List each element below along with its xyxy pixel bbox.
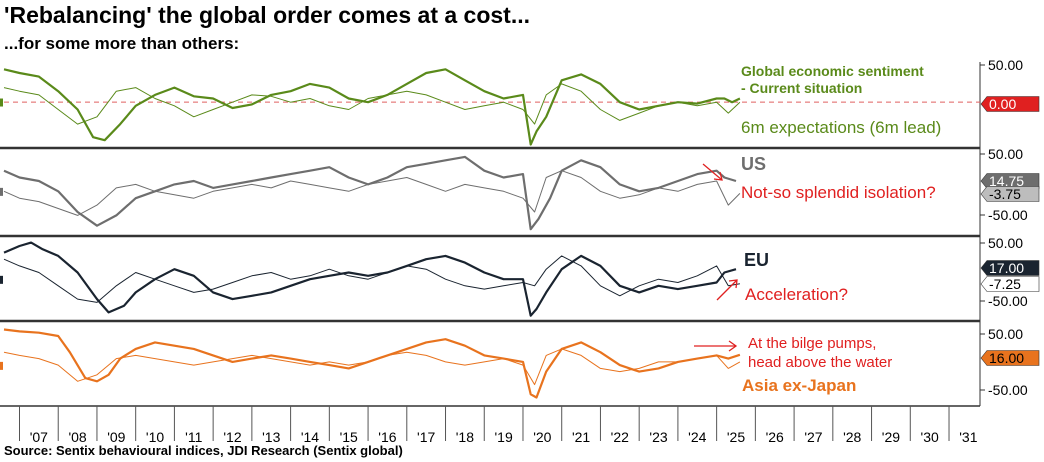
asia-annotation-arrowhead: [728, 340, 738, 352]
global-legend-expectations: 6m expectations (6m lead): [741, 118, 941, 137]
y-tick-label: 50.00: [988, 57, 1023, 73]
x-tick-label: '30: [921, 429, 939, 445]
y-tick-label: 50.00: [988, 146, 1023, 162]
chart-panels: 50.00 0.00 50.00 -50.00 14.75-3.75 50.00 -50.0…: [0, 57, 1040, 399]
chart-subtitle: ...for some more than others:: [4, 34, 240, 53]
x-tick-label: '15: [340, 429, 358, 445]
us-annotation-arrowhead: [713, 171, 723, 181]
y-tick-label: 50.00: [988, 235, 1023, 251]
value-box: [980, 186, 1040, 202]
x-tick-label: '16: [378, 429, 396, 445]
panel-accent-eu: [0, 275, 3, 284]
value-box-label: 17.00: [989, 260, 1024, 276]
eu-annotation: Acceleration?: [745, 285, 848, 304]
x-tick-label: '27: [804, 429, 822, 445]
y-tick-label: -50.00: [988, 293, 1028, 309]
x-tick-label: '12: [223, 429, 241, 445]
value-box-label: -3.75: [989, 186, 1021, 202]
x-tick-label: '23: [649, 429, 667, 445]
value-box-label: 0.00: [989, 96, 1016, 112]
x-tick-label: '19: [494, 429, 512, 445]
value-box-label: 16.00: [989, 350, 1024, 366]
x-tick-label: '28: [843, 429, 861, 445]
x-tick-label: '14: [301, 429, 319, 445]
x-tick-label: '24: [688, 429, 706, 445]
value-box: [980, 96, 1040, 112]
panel-accent-asia: [0, 361, 3, 370]
us-annotation: Not-so splendid isolation?: [741, 183, 936, 202]
x-tick-label: '17: [417, 429, 435, 445]
series-line-asia-current: [3, 328, 741, 399]
panel-us: 50.00 -50.00 14.75-3.75: [0, 146, 1040, 231]
x-tick-label: '13: [262, 429, 280, 445]
chart-title: 'Rebalancing' the global order comes at …: [4, 2, 531, 28]
panel-global: 50.00 0.00: [0, 57, 1040, 146]
x-tick-label: '18: [456, 429, 474, 445]
y-tick-label: -50.00: [988, 207, 1028, 223]
eu-label: EU: [744, 250, 769, 270]
series-line-eu-expectations: [3, 255, 740, 303]
source-note: Source: Sentix behavioural indices, JDI …: [4, 443, 403, 458]
x-tick-label: '10: [146, 429, 164, 445]
x-tick-label: '21: [572, 429, 590, 445]
value-box: [980, 350, 1040, 366]
series-line-eu-current: [3, 241, 737, 317]
x-tick-label: '31: [959, 429, 977, 445]
y-tick-label: -50.00: [988, 382, 1028, 398]
x-tick-label: '09: [107, 429, 125, 445]
x-tick-label: '07: [30, 429, 48, 445]
panel-accent-global: [0, 98, 3, 107]
panel-accent-us: [0, 187, 3, 196]
x-tick-label: '11: [185, 429, 202, 445]
series-line-global-expectations: [3, 83, 741, 125]
series-line-us-expectations: [3, 170, 741, 216]
panel-frames: [0, 62, 981, 407]
asia-annotation-line1: At the bilge pumps,: [748, 335, 876, 352]
series-line-global-current: [3, 68, 741, 146]
value-box: [980, 276, 1040, 292]
x-tick-label: '22: [611, 429, 629, 445]
x-tick-label: '29: [882, 429, 900, 445]
x-tick-label: '26: [766, 429, 784, 445]
value-box: [980, 173, 1040, 189]
eu-annotation-arrowhead: [728, 279, 738, 289]
value-box-label: 14.75: [989, 173, 1024, 189]
global-legend-line1: Global economic sentiment: [741, 63, 924, 79]
y-tick-label: 50.00: [988, 326, 1023, 342]
series-line-us-current: [3, 155, 737, 231]
us-label: US: [741, 154, 766, 174]
panel-asia: 50.00 -50.00 16.00: [0, 326, 1040, 399]
asia-annotation-line2: head above the water: [748, 354, 892, 371]
x-tick-label: '08: [68, 429, 86, 445]
value-box: [980, 260, 1040, 276]
x-tick-label: '20: [533, 429, 551, 445]
global-legend-line2: - Current situation: [741, 80, 862, 96]
series-line-asia-expectations: [3, 348, 741, 386]
x-tick-label: '25: [727, 429, 745, 445]
asia-label: Asia ex-Japan: [742, 376, 856, 395]
value-box-label: -7.25: [989, 276, 1021, 292]
us-annotation-arrow: [702, 163, 723, 181]
x-axis: '07 '08 '09 '10 '11 '12 '13 '14 '15 '16 '17 '18 '19 '…: [18, 406, 978, 445]
panel-eu: 50.00 -50.00 17.00-7.25: [0, 235, 1040, 317]
eu-annotation-arrow: [716, 279, 738, 301]
